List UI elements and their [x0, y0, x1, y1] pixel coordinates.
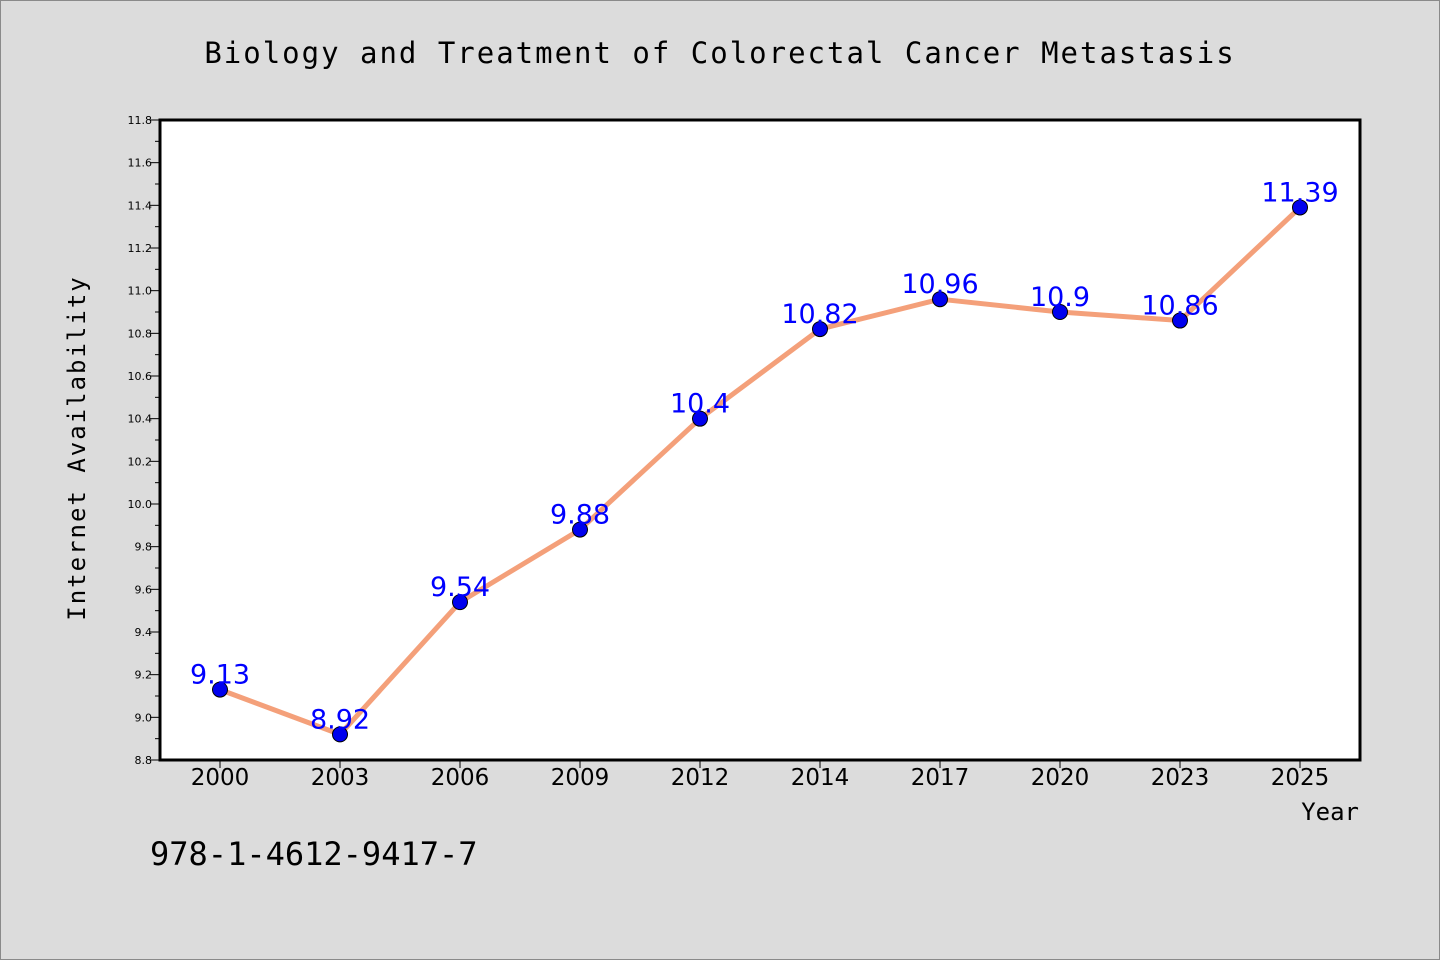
- data-point: [1172, 312, 1188, 329]
- y-tick-label: 9.6: [135, 583, 153, 596]
- data-label: 10.86: [1141, 291, 1218, 322]
- data-label: 9.54: [430, 572, 490, 603]
- y-tick-label: 10.0: [128, 498, 153, 511]
- y-tick-label: 11.0: [128, 285, 153, 298]
- y-tick-label: 11.6: [128, 157, 153, 170]
- data-point: [932, 291, 948, 308]
- data-point: [212, 681, 228, 698]
- y-tick-label: 9.2: [135, 669, 153, 682]
- y-tick-label: 11.8: [128, 114, 153, 127]
- data-point: [1052, 304, 1068, 320]
- x-tick-label: 2009: [551, 765, 610, 791]
- plot-area: [158, 118, 1362, 762]
- data-label: 11.39: [1261, 177, 1338, 208]
- data-label: 10.82: [781, 299, 858, 330]
- data-point: [572, 521, 588, 538]
- data-label: 9.13: [190, 660, 250, 691]
- y-tick-label: 10.6: [128, 370, 153, 383]
- x-tick-label: 2014: [791, 765, 850, 791]
- data-point: [332, 726, 348, 743]
- x-tick-label: 2006: [431, 765, 490, 791]
- y-tick-label: 9.8: [135, 541, 153, 554]
- data-label: 10.96: [901, 269, 978, 300]
- x-axis-label: Year: [1301, 798, 1359, 826]
- x-tick-label: 2023: [1151, 765, 1210, 791]
- data-point: [692, 410, 708, 427]
- chart-title: Biology and Treatment of Colorectal Canc…: [204, 36, 1235, 70]
- data-point: [812, 321, 828, 338]
- series-line: [219, 205, 1302, 737]
- y-tick-label: 11.4: [128, 199, 153, 212]
- y-tick-label: 10.8: [128, 327, 153, 340]
- x-tick-label: 2000: [191, 765, 250, 791]
- x-axis: 2000 2003 2006 2009 2012 2014 2017 2020 2023 2025: [191, 760, 1330, 791]
- x-tick-label: 2020: [1031, 765, 1090, 791]
- x-tick-label: 2012: [671, 765, 730, 791]
- y-tick-label: 11.2: [128, 242, 153, 255]
- data-point: [452, 594, 468, 611]
- y-tick-label: 9.0: [135, 711, 153, 724]
- data-point: [1292, 199, 1308, 216]
- x-tick-label: 2025: [1271, 765, 1330, 791]
- series-line-group: 9.13 8.92 9.54 9.88 10.4 10.82 10.96 10.9 10.86 1…: [190, 177, 1339, 743]
- x-tick-label: 2003: [311, 765, 370, 791]
- isbn-text: 978-1-4612-9417-7: [150, 835, 478, 873]
- x-tick-label: 2017: [911, 765, 970, 791]
- y-tick-label: 8.8: [135, 754, 153, 767]
- data-label: 9.88: [550, 500, 610, 531]
- data-label: 8.92: [310, 704, 370, 735]
- data-label: 10.9: [1030, 282, 1090, 313]
- y-axis: 8.8 9.0 9.2 9.4 9.6 9.8 10.0 10.2 10.4 10.6 10.8 11…: [128, 114, 160, 767]
- y-tick-label: 10.4: [128, 413, 153, 426]
- y-tick-label: 9.4: [135, 626, 153, 639]
- y-tick-label: 10.2: [128, 455, 153, 468]
- y-axis-label: Internet Availability: [63, 275, 91, 620]
- data-label: 10.4: [670, 389, 730, 420]
